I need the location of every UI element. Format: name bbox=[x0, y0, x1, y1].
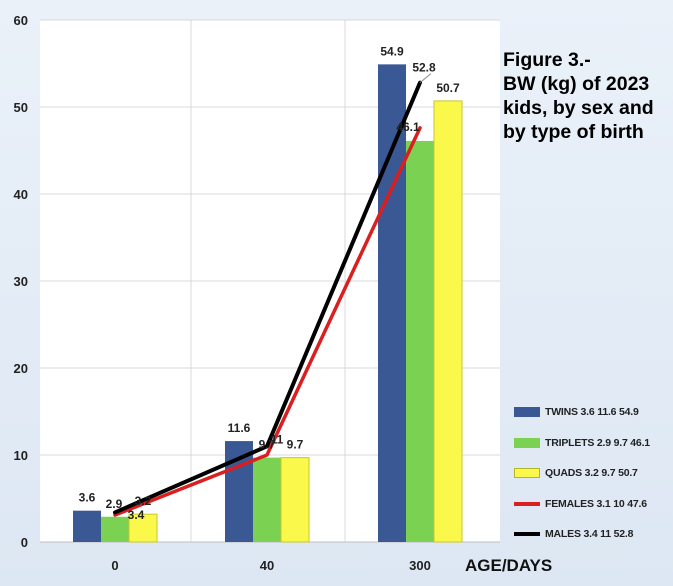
legend-swatch-triplets bbox=[514, 437, 540, 448]
line-males bbox=[113, 80, 422, 515]
bar-twins-300 bbox=[378, 64, 406, 543]
data-label-triplets-0: 2.9 bbox=[106, 497, 123, 511]
chart-title: Figure 3.- BW (kg) of 2023 kids, by sex … bbox=[503, 48, 671, 144]
legend-item-quads: QUADS 3.2 9.7 50.7 bbox=[514, 465, 672, 481]
chart-title-line-2: BW (kg) of 2023 bbox=[503, 73, 650, 95]
data-label-twins-300: 54.9 bbox=[380, 44, 404, 58]
x-tick-label-40: 40 bbox=[260, 558, 274, 573]
bar-twins-0 bbox=[73, 510, 101, 542]
legend-label-females: FEMALES 3.1 10 47.6 bbox=[545, 497, 647, 510]
data-label-twins-40: 11.6 bbox=[228, 421, 251, 435]
legend: TWINS 3.6 11.6 54.9 TRIPLETS 2.9 9.7 46.… bbox=[514, 404, 672, 557]
y-tick-label-60: 60 bbox=[14, 13, 28, 28]
bar-triplets-40 bbox=[253, 457, 281, 542]
data-label-triplets-40: 9.7 bbox=[259, 438, 276, 452]
data-label-males-0: 3.4 bbox=[128, 508, 145, 522]
data-label-males-300: 52.8 bbox=[412, 61, 436, 75]
legend-item-males: MALES 3.4 11 52.8 bbox=[514, 526, 672, 542]
data-label-quads-0: 3.2 bbox=[135, 494, 152, 508]
chart-title-line-3: kids, by sex and bbox=[503, 97, 654, 119]
y-tick-label-40: 40 bbox=[14, 187, 28, 202]
legend-item-twins: TWINS 3.6 11.6 54.9 bbox=[514, 404, 672, 420]
bar-triplets-300 bbox=[406, 140, 434, 542]
x-tick-label-0: 0 bbox=[111, 558, 118, 573]
x-axis-label: AGE/DAYS bbox=[465, 556, 552, 575]
legend-label-twins: TWINS 3.6 11.6 54.9 bbox=[545, 406, 639, 418]
line-females bbox=[113, 126, 422, 517]
data-label-twins-0: 3.6 bbox=[79, 491, 96, 505]
legend-label-triplets: TRIPLETS 2.9 9.7 46.1 bbox=[545, 436, 650, 449]
y-tick-label-30: 30 bbox=[14, 274, 28, 289]
data-label-males-40: 11 bbox=[271, 432, 284, 446]
y-tick-label-50: 50 bbox=[14, 100, 28, 115]
y-tick-label-10: 10 bbox=[14, 448, 28, 463]
legend-label-quads: QUADS 3.2 9.7 50.7 bbox=[545, 467, 638, 479]
legend-swatch-quads bbox=[514, 468, 540, 478]
bar-triplets-0 bbox=[101, 516, 129, 542]
bar-quads-40 bbox=[280, 457, 310, 543]
data-label-quads-300: 50.7 bbox=[436, 81, 460, 95]
legend-swatch-twins bbox=[514, 407, 540, 417]
bar-quads-0 bbox=[128, 513, 158, 543]
legend-line-females bbox=[514, 501, 540, 506]
y-tick-label-20: 20 bbox=[14, 361, 28, 376]
legend-label-males: MALES 3.4 11 52.8 bbox=[545, 528, 634, 540]
chart-title-line-1: Figure 3.- bbox=[503, 49, 591, 71]
bar-quads-300 bbox=[433, 100, 463, 543]
legend-item-triplets: TRIPLETS 2.9 9.7 46.1 bbox=[514, 435, 672, 451]
legend-line-males bbox=[514, 532, 540, 536]
chart-title-line-4: by type of birth bbox=[503, 121, 644, 143]
leader-line-males-300 bbox=[419, 73, 432, 84]
data-label-triplets-300: 46.1 bbox=[396, 120, 420, 134]
y-tick-label-0: 0 bbox=[21, 535, 28, 550]
x-tick-label-300: 300 bbox=[409, 558, 431, 573]
legend-item-females: FEMALES 3.1 10 47.6 bbox=[514, 496, 672, 512]
data-label-quads-40: 9.7 bbox=[287, 438, 304, 452]
